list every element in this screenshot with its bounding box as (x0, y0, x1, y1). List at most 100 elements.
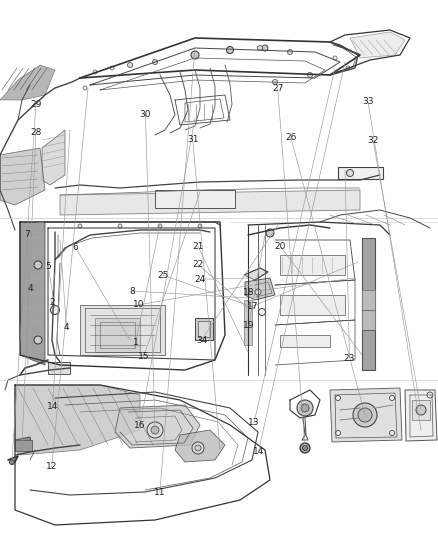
Text: 10: 10 (133, 301, 144, 309)
Polygon shape (362, 238, 375, 370)
Circle shape (287, 50, 293, 54)
Circle shape (336, 395, 340, 400)
Text: 25: 25 (157, 271, 169, 279)
Polygon shape (405, 390, 437, 441)
Text: 5: 5 (45, 262, 51, 271)
Circle shape (307, 72, 312, 77)
Polygon shape (330, 388, 402, 442)
Circle shape (151, 426, 159, 434)
Polygon shape (42, 130, 65, 185)
Circle shape (195, 445, 201, 451)
Circle shape (93, 70, 97, 74)
Circle shape (389, 431, 395, 435)
Bar (198, 321, 210, 337)
Text: 17: 17 (247, 302, 258, 311)
Text: 4: 4 (28, 285, 33, 293)
Bar (244, 300, 252, 345)
Bar (362, 290, 375, 330)
Circle shape (416, 405, 426, 415)
Circle shape (34, 261, 42, 269)
Text: 4: 4 (64, 323, 69, 332)
Circle shape (300, 443, 310, 453)
Circle shape (258, 309, 265, 316)
Circle shape (10, 459, 14, 464)
Circle shape (266, 229, 274, 237)
Circle shape (427, 392, 433, 398)
Text: 8: 8 (129, 287, 135, 295)
Polygon shape (15, 385, 140, 455)
Polygon shape (80, 305, 165, 355)
Polygon shape (0, 148, 45, 205)
Text: 31: 31 (187, 135, 198, 144)
Circle shape (127, 62, 133, 68)
Text: 26: 26 (285, 133, 297, 142)
Circle shape (301, 404, 309, 412)
Bar (280, 295, 345, 315)
Text: 14: 14 (253, 448, 264, 456)
Circle shape (147, 422, 163, 438)
Text: 11: 11 (154, 488, 166, 497)
Circle shape (346, 169, 353, 176)
Bar (155, 190, 235, 208)
Circle shape (192, 442, 204, 454)
Polygon shape (0, 65, 55, 100)
Circle shape (358, 408, 372, 422)
Polygon shape (350, 32, 405, 58)
Text: 6: 6 (72, 243, 78, 252)
Text: 23: 23 (344, 354, 355, 362)
Polygon shape (15, 437, 32, 451)
Text: 18: 18 (243, 288, 254, 296)
Bar (48, 362, 70, 374)
Text: 14: 14 (47, 402, 58, 410)
Polygon shape (412, 400, 430, 420)
Circle shape (83, 86, 87, 90)
Text: 22: 22 (192, 260, 204, 269)
Text: 16: 16 (134, 421, 146, 430)
Bar (15, 440, 32, 451)
Circle shape (346, 66, 350, 70)
Text: 1: 1 (133, 338, 139, 346)
Circle shape (297, 400, 313, 416)
Circle shape (34, 336, 42, 344)
Bar (280, 255, 345, 275)
Text: 21: 21 (192, 242, 204, 251)
Circle shape (262, 45, 268, 51)
Circle shape (258, 45, 262, 51)
Text: 19: 19 (243, 321, 254, 329)
Circle shape (110, 66, 114, 70)
Text: 13: 13 (248, 418, 260, 427)
Text: 24: 24 (194, 275, 205, 284)
Polygon shape (20, 222, 45, 365)
Text: 28: 28 (30, 128, 42, 136)
Circle shape (198, 224, 202, 228)
Circle shape (389, 395, 395, 400)
Bar (338, 167, 383, 179)
Polygon shape (115, 405, 200, 448)
Circle shape (191, 51, 199, 59)
Circle shape (50, 305, 60, 314)
Polygon shape (245, 278, 275, 300)
Polygon shape (175, 430, 225, 462)
Polygon shape (244, 268, 268, 280)
Circle shape (336, 431, 340, 435)
Polygon shape (60, 190, 360, 215)
Text: 2: 2 (49, 298, 54, 307)
Bar (195, 318, 213, 340)
Text: 34: 34 (196, 336, 207, 344)
Text: 27: 27 (272, 84, 283, 93)
Circle shape (78, 224, 82, 228)
Text: 20: 20 (275, 242, 286, 251)
Circle shape (333, 56, 337, 60)
Circle shape (158, 224, 162, 228)
Circle shape (353, 403, 377, 427)
Polygon shape (95, 318, 140, 352)
Text: 29: 29 (30, 100, 42, 109)
Text: 33: 33 (362, 97, 374, 106)
Circle shape (303, 446, 307, 450)
Circle shape (118, 224, 122, 228)
Text: 7: 7 (24, 230, 30, 239)
Text: 12: 12 (46, 463, 57, 471)
Circle shape (255, 289, 261, 295)
Text: 32: 32 (367, 136, 379, 145)
Text: 30: 30 (140, 110, 151, 118)
